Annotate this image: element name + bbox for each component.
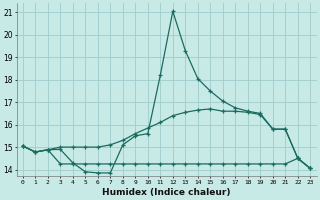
X-axis label: Humidex (Indice chaleur): Humidex (Indice chaleur): [102, 188, 231, 197]
